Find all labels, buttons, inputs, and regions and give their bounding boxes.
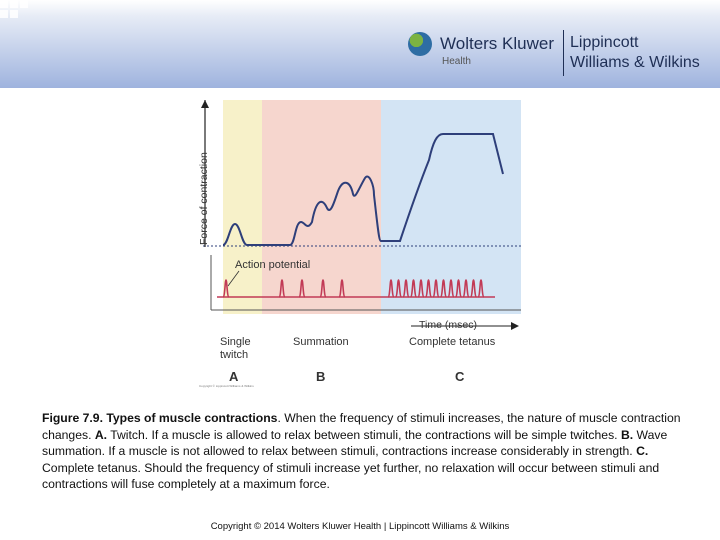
stimulus-spike (278, 279, 286, 298)
stimulus-spike (462, 279, 470, 298)
region-a-letter: A (229, 369, 239, 384)
stimulus-spike (298, 279, 306, 298)
stimulus-spike (387, 279, 395, 298)
imprint-line2: Williams & Wilkins (570, 54, 700, 71)
caption-b-text: Wave summation. If a muscle is not allow… (42, 427, 668, 459)
muscle-contraction-figure: Force of contraction Action potential Ti… (198, 100, 521, 388)
publisher-sub: Health (442, 56, 471, 67)
stimulus-spike (417, 279, 425, 298)
stimulus-spike (477, 279, 485, 298)
stimulus-spike (454, 279, 463, 298)
stimulus-spike (447, 279, 455, 298)
corner-square (20, 0, 28, 8)
corner-square (10, 10, 18, 18)
y-axis-label: Force of contraction (198, 152, 210, 245)
stimulus-spike (424, 279, 433, 298)
publisher-name: Wolters Kluwer (440, 34, 554, 53)
region-c-letter: C (455, 369, 465, 384)
copyright-footer: Copyright © 2014 Wolters Kluwer Health |… (210, 521, 510, 532)
caption-b-label: B. (620, 427, 634, 442)
x-axis-arrow-icon (511, 322, 519, 330)
region-c-name: Complete tetanus (409, 336, 496, 348)
caption-title: Figure 7.9. Types of muscle contractions (42, 411, 278, 425)
stimulus-spike (439, 279, 448, 298)
caption-a-text: Twitch. If a muscle is allowed to relax … (107, 427, 621, 442)
action-potential-label: Action potential (235, 259, 310, 271)
imprint-line1: Lippincott (570, 34, 639, 51)
x-axis-label: Time (msec) (419, 319, 477, 331)
corner-square (0, 0, 8, 8)
region-a-name-line2: twitch (220, 349, 248, 361)
figure-fine-print: Copyright © Lippincott Williams & Wilkin… (199, 384, 254, 388)
stimuli-spikes (217, 279, 495, 298)
slide-header: Wolters Kluwer Health Lippincott William… (0, 0, 720, 88)
region-a-name-line1: Single (220, 336, 251, 348)
corner-square (10, 0, 18, 8)
corner-square (0, 10, 8, 18)
caption-text: . When the frequency of stimuli increase… (42, 411, 681, 442)
region-a-background (223, 100, 262, 314)
publisher-logo: Wolters Kluwer Health Lippincott William… (408, 28, 720, 80)
stimulus-spike (432, 279, 440, 298)
logo-divider (563, 30, 564, 76)
action-potential-pointer (227, 270, 240, 287)
region-b-name: Summation (293, 336, 349, 348)
stimulus-spike (319, 279, 327, 298)
contraction-force-curve (222, 133, 504, 246)
stimulus-spike (409, 279, 418, 298)
stimulus-spike (402, 279, 410, 298)
region-b-letter: B (316, 369, 325, 384)
region-b-background (262, 100, 381, 314)
region-c-background (381, 100, 521, 314)
stimulus-spike (338, 279, 346, 298)
stimulus-spike (222, 279, 230, 298)
caption-c-text: Complete tetanus. Should the frequency o… (42, 460, 660, 492)
caption-c-label: C. (636, 444, 649, 459)
stimulus-spike (394, 279, 403, 298)
figure-caption: Figure 7.9. Types of muscle contractions… (42, 410, 682, 493)
y-axis-arrow-icon (201, 100, 209, 108)
wolters-kluwer-logo-icon (408, 32, 432, 56)
caption-a-label: A. (94, 427, 108, 442)
stimulus-spike (469, 279, 478, 298)
